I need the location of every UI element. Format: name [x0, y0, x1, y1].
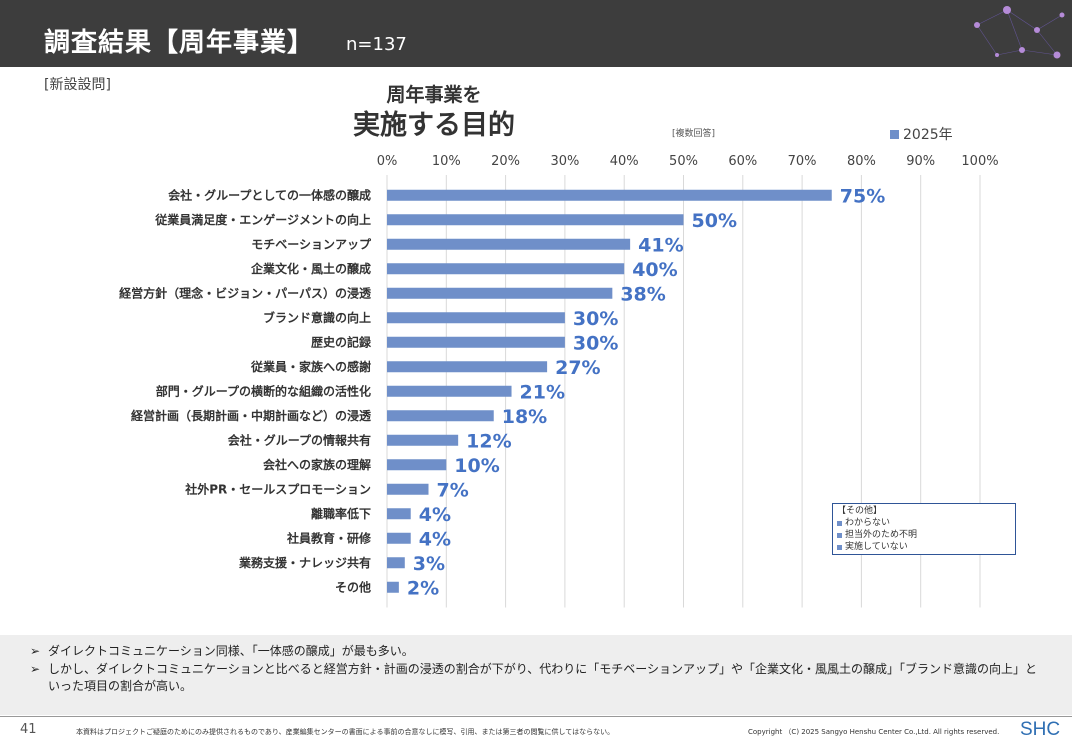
category-label: ブランド意識の向上: [263, 310, 371, 325]
other-item-label: わからない: [845, 518, 891, 528]
company-logo: SHC: [1020, 719, 1061, 740]
x-tick-label: 20%: [491, 154, 520, 169]
new-question-tag: [新設設問]: [44, 77, 111, 93]
comment-1: ➢ ダイレクトコミュニケーション同様、「一体感の醸成」が最も多い。: [30, 643, 1048, 660]
data-label: 75%: [840, 185, 885, 207]
x-tick-label: 60%: [728, 154, 757, 169]
category-label: 経営方針（理念・ビジョン・パーパス）の浸透: [119, 285, 372, 300]
data-label: 18%: [502, 406, 547, 428]
other-item-label: 実施していない: [845, 542, 908, 552]
page-number: 41: [20, 722, 37, 737]
bullet-icon: [837, 532, 842, 538]
x-tick-label: 70%: [788, 154, 817, 169]
category-label: 業務支援・ナレッジ共有: [238, 555, 371, 570]
data-label: 27%: [555, 357, 600, 379]
category-label: モチベーションアップ: [251, 236, 372, 251]
bar: [387, 287, 613, 299]
x-tick-label: 100%: [961, 154, 998, 169]
sample-size: n=137: [346, 34, 407, 55]
chart-legend: 2025年: [890, 124, 953, 144]
data-label: 30%: [573, 332, 618, 354]
other-item: 担当外のため不明: [837, 529, 1011, 541]
x-tick-label: 40%: [610, 154, 639, 169]
x-tick-label: 30%: [550, 154, 579, 169]
category-label: 社外PR・セールスプロモーション: [184, 481, 371, 496]
bullet-icon: [837, 520, 842, 526]
category-label: その他: [335, 579, 371, 594]
data-label: 3%: [413, 553, 445, 575]
bar: [387, 557, 405, 569]
network-decoration-icon: [974, 6, 1065, 59]
other-item: 実施していない: [837, 541, 1011, 553]
bar: [387, 508, 411, 520]
x-tick-label: 50%: [669, 154, 698, 169]
multiple-answer-note: [複数回答]: [672, 129, 716, 139]
data-label: 50%: [692, 210, 737, 232]
category-label: 会社・グループとしての一体感の醸成: [168, 187, 371, 202]
comment-area: [0, 635, 1072, 715]
bar: [387, 189, 832, 201]
legend-label: 2025年: [903, 127, 953, 143]
category-label: 部門・グループの横断的な組織の活性化: [156, 383, 371, 398]
bar: [387, 581, 399, 593]
data-label: 2%: [407, 577, 439, 599]
page-title: 調査結果【周年事業】: [44, 28, 315, 58]
data-label: 30%: [573, 308, 618, 330]
data-label: 4%: [419, 528, 451, 550]
chart-title-line1: 周年事業を: [386, 84, 482, 106]
bar: [387, 361, 548, 373]
bar: [387, 312, 565, 324]
data-label: 40%: [632, 259, 677, 281]
category-label: 社員教育・研修: [286, 530, 372, 545]
chart-title-line2: 実施する目的: [353, 110, 515, 141]
category-label: 従業員満足度・エンゲージメントの向上: [154, 212, 371, 227]
comment-text: ダイレクトコミュニケーション同様、「一体感の醸成」が最も多い。: [48, 644, 414, 658]
category-label: 離職率低下: [311, 506, 371, 521]
data-label: 12%: [466, 430, 511, 452]
category-label: 企業文化・風土の醸成: [250, 261, 371, 276]
footer-divider: [0, 716, 1072, 717]
x-tick-label: 0%: [377, 154, 398, 169]
category-label: 従業員・家族への感謝: [250, 359, 371, 374]
other-item-label: 担当外のため不明: [845, 530, 918, 540]
disclaimer: 本資料はプロジェクトご疑庭のためにのみ提供されるものであり、産業編集センターの書…: [76, 728, 615, 736]
x-tick-label: 80%: [847, 154, 876, 169]
header-bar: 調査結果【周年事業】 n=137: [0, 0, 1072, 67]
bar: [387, 459, 447, 471]
category-label: 経営計画（長期計画・中期計画など）の浸透: [131, 408, 372, 423]
category-label: 歴史の記録: [311, 334, 372, 349]
bar: [387, 238, 631, 250]
bar: [387, 483, 429, 495]
bar: [387, 336, 565, 348]
data-label: 10%: [454, 455, 499, 477]
data-label: 7%: [437, 479, 469, 501]
bar: [387, 410, 494, 422]
bar: [387, 532, 411, 544]
arrow-bullet-icon: ➢: [30, 662, 41, 676]
arrow-bullet-icon: ➢: [30, 644, 41, 658]
category-label: 会社への家族の理解: [263, 457, 371, 472]
bar: [387, 214, 684, 226]
bar: [387, 263, 625, 275]
category-label: 会社・グループの情報共有: [228, 432, 371, 447]
comment-2: ➢ しかし、ダイレクトコミュニケーションと比べると経営方針・計画の浸透の割合が下…: [30, 661, 1048, 695]
other-box-title: 【その他】: [837, 506, 883, 516]
other-item: わからない: [837, 517, 1011, 529]
data-label: 21%: [520, 381, 565, 403]
x-tick-label: 10%: [432, 154, 461, 169]
data-label: 38%: [620, 283, 665, 305]
other-answers-box: 【その他】 わからない 担当外のため不明 実施していない: [832, 503, 1016, 555]
comment-text: しかし、ダイレクトコミュニケーションと比べると経営方針・計画の浸透の割合が下がり…: [48, 662, 1038, 693]
legend-swatch: [890, 129, 899, 139]
copyright: Copyright （C) 2025 Sangyo Henshu Center …: [748, 728, 1000, 736]
data-label: 41%: [638, 234, 683, 256]
bar: [387, 385, 512, 397]
x-tick-label: 90%: [906, 154, 935, 169]
bar-chart: 0% 10% 20% 30% 40% 50% 60% 70% 80% 90% 100% 会社・グループ…: [119, 154, 999, 608]
bar: [387, 434, 459, 446]
data-label: 4%: [419, 504, 451, 526]
bullet-icon: [837, 544, 842, 550]
